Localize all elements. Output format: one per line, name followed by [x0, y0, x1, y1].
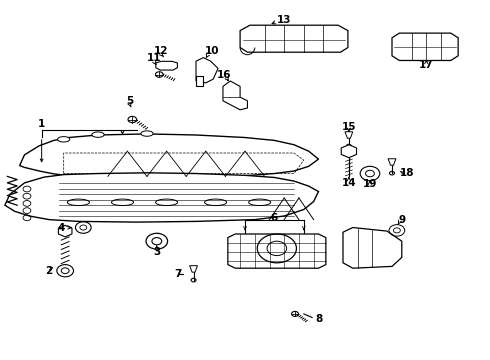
Polygon shape — [345, 132, 353, 138]
Ellipse shape — [156, 199, 177, 206]
Polygon shape — [388, 159, 396, 165]
Polygon shape — [196, 76, 203, 86]
Text: 18: 18 — [399, 168, 414, 178]
Polygon shape — [58, 225, 72, 237]
Polygon shape — [223, 81, 247, 110]
Text: 14: 14 — [342, 178, 356, 188]
Text: 13: 13 — [277, 15, 292, 25]
Text: 16: 16 — [217, 69, 231, 80]
Text: 5: 5 — [126, 96, 133, 106]
Ellipse shape — [141, 131, 153, 136]
Polygon shape — [392, 33, 458, 60]
Text: 10: 10 — [205, 46, 220, 57]
Polygon shape — [190, 266, 197, 272]
Text: 11: 11 — [147, 53, 162, 63]
Text: 3: 3 — [153, 247, 160, 257]
Text: 8: 8 — [315, 314, 322, 324]
Text: 15: 15 — [342, 122, 356, 132]
Text: 2: 2 — [46, 266, 52, 276]
Ellipse shape — [67, 199, 89, 206]
Text: 4: 4 — [57, 222, 65, 233]
Text: 6: 6 — [271, 213, 278, 223]
Polygon shape — [156, 61, 177, 70]
Polygon shape — [343, 228, 402, 268]
Polygon shape — [5, 173, 318, 222]
Polygon shape — [228, 234, 326, 268]
Text: 7: 7 — [174, 269, 182, 279]
Polygon shape — [20, 134, 318, 177]
Text: 12: 12 — [153, 46, 168, 56]
Polygon shape — [341, 145, 357, 158]
Polygon shape — [240, 25, 348, 52]
Ellipse shape — [58, 136, 70, 142]
Ellipse shape — [92, 132, 104, 137]
Text: 17: 17 — [419, 60, 434, 70]
Polygon shape — [196, 58, 218, 83]
Text: 9: 9 — [398, 215, 405, 225]
Text: 1: 1 — [38, 119, 45, 129]
Text: 19: 19 — [363, 179, 377, 189]
Ellipse shape — [205, 199, 226, 206]
Ellipse shape — [249, 199, 270, 206]
Ellipse shape — [111, 199, 133, 206]
